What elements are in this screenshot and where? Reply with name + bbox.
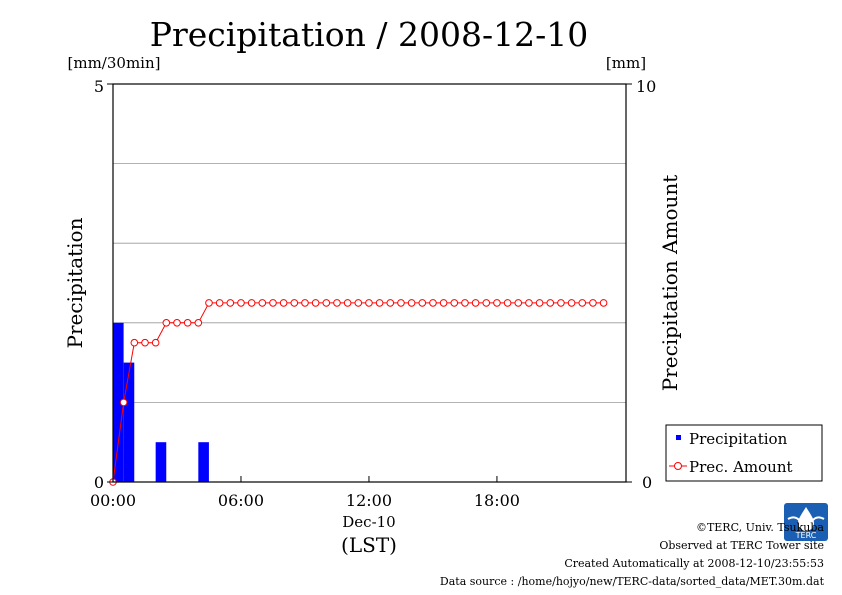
x-tick-label-1200: 12:00 (346, 491, 392, 510)
x-tick-label-1800: 18:00 (474, 491, 520, 510)
amount-point (461, 299, 469, 307)
amount-point (290, 299, 299, 307)
legend-bar-swatch (676, 435, 681, 440)
logo-text: TERC (795, 531, 817, 540)
plot-frame (112, 83, 627, 483)
amount-point (365, 299, 373, 307)
amount-point (514, 299, 523, 307)
precipitation-bar (198, 442, 209, 482)
amount-point (546, 299, 555, 307)
precipitation-bar (155, 442, 167, 482)
legend-box (665, 424, 823, 482)
amount-point (503, 299, 512, 307)
amount-point (471, 299, 480, 307)
left-tick-label-min: 0 (94, 473, 104, 492)
footer-source: Data source : /home/hojyo/new/TERC-data/… (439, 575, 824, 588)
footer-copyright: ©TERC, Univ. Tsukuba (695, 521, 824, 534)
right-tick-label-min: 0 (642, 473, 652, 492)
amount-point (418, 299, 427, 307)
amount-point (141, 338, 149, 347)
amount-point (258, 299, 267, 307)
amount-point (578, 299, 587, 307)
chart-title: Precipitation / 2008-12-10 (150, 15, 588, 54)
amount-point (226, 299, 235, 307)
amount-point (215, 299, 224, 307)
amount-point (407, 299, 416, 307)
amount-point (173, 319, 181, 327)
terc-logo: TERC (784, 503, 828, 541)
legend-label-amount: Prec. Amount (689, 458, 793, 476)
amount-point (269, 299, 277, 307)
footer-observed: Observed at TERC Tower site (659, 539, 824, 552)
amount-point (322, 299, 331, 307)
legend-label-precipitation: Precipitation (689, 430, 788, 448)
footer-created: Created Automatically at 2008-12-10/23:5… (564, 557, 824, 570)
amount-series (109, 299, 608, 486)
amount-point (482, 299, 491, 307)
amount-point (525, 299, 533, 307)
x-tick-label-0600: 06:00 (218, 491, 264, 510)
x-tick-label-0000: 00:00 (90, 491, 136, 510)
amount-point (333, 299, 341, 307)
right-axis-unit: [mm] (606, 54, 646, 72)
amount-line (112, 302, 604, 483)
amount-point (162, 319, 171, 327)
amount-point (589, 299, 597, 307)
amount-point (450, 299, 459, 307)
amount-point (205, 299, 213, 307)
water-drop-icon (798, 507, 814, 531)
amount-point (397, 299, 405, 307)
amount-point (354, 299, 363, 307)
amount-point (493, 299, 501, 307)
amount-point (279, 299, 288, 307)
amount-point (237, 299, 245, 307)
x-axis-date-label: Dec-10 (342, 513, 395, 531)
right-axis-title: Precipitation Amount (658, 175, 682, 392)
right-tick-label-max: 10 (636, 77, 656, 96)
amount-point (375, 299, 384, 307)
amount-point (194, 319, 203, 327)
amount-point (151, 338, 160, 347)
legend: Precipitation Prec. Amount (665, 424, 823, 482)
amount-point (343, 299, 352, 307)
amount-point (247, 299, 256, 307)
amount-point (535, 299, 544, 307)
precipitation-bar (113, 322, 124, 482)
precipitation-bars (113, 322, 209, 482)
amount-point (130, 338, 139, 347)
legend-marker-swatch (674, 462, 682, 470)
amount-point (311, 299, 320, 307)
amount-point (386, 299, 395, 307)
x-axis-timezone-label: (LST) (341, 533, 397, 557)
amount-point (301, 299, 309, 307)
logo-wave-icon (787, 516, 825, 522)
amount-point (183, 319, 192, 327)
amount-point (439, 299, 448, 307)
amount-point (119, 398, 128, 407)
amount-point (599, 299, 608, 307)
left-axis-title: Precipitation (63, 217, 87, 348)
left-tick-label-max: 5 (94, 77, 104, 96)
amount-point (429, 299, 437, 307)
grid-lines (113, 163, 626, 403)
left-axis-unit: [mm/30min] (68, 54, 161, 72)
precipitation-bar (123, 362, 135, 482)
amount-point (567, 299, 576, 307)
axis-ticks (107, 83, 632, 483)
amount-point (557, 299, 565, 307)
